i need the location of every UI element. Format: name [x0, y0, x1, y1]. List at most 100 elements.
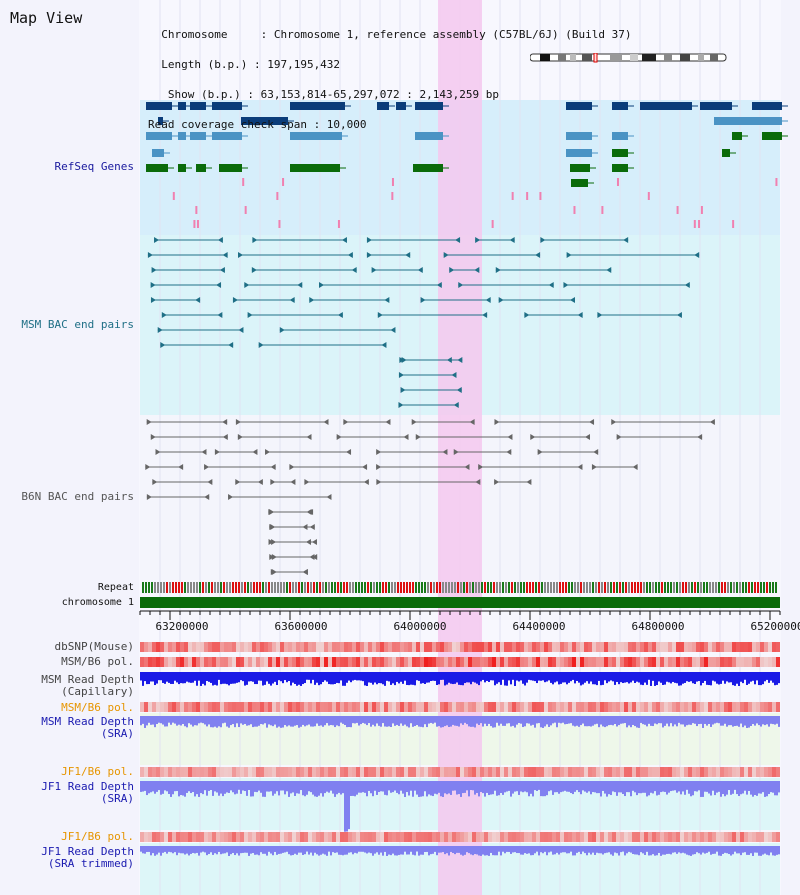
gene-minor-mark: [647, 192, 650, 200]
msm-pol-strip-2: [160, 702, 164, 712]
b6n-bac-end: [537, 449, 543, 455]
jf1-depth-trim-bar: [146, 846, 148, 852]
msm-depth-capillary-bar: [332, 672, 334, 685]
jf1-pol-strip-2: [704, 832, 708, 842]
msm-bac-end: [247, 312, 253, 318]
jf1-depth-sra-bar: [384, 781, 386, 795]
repeat-element: [259, 582, 261, 593]
msm-depth-capillary-bar: [426, 672, 428, 683]
dbsnp-strip: [188, 642, 192, 652]
jf1-pol-strip: [600, 767, 604, 777]
msm-depth-capillary-bar: [696, 672, 698, 682]
jf1-depth-trim-bar: [246, 846, 248, 853]
msm-pol-strip: [760, 657, 764, 667]
dbsnp-strip: [736, 642, 740, 652]
jf1-pol-strip-2: [684, 832, 688, 842]
msm-depth-capillary-bar: [328, 672, 330, 685]
jf1-depth-trim-bar: [552, 846, 554, 855]
jf1-pol-strip: [480, 767, 484, 777]
repeat-element: [184, 582, 186, 593]
msm-depth-sra-bar: [684, 716, 686, 727]
msm-depth-capillary-bar: [694, 672, 696, 684]
jf1-pol-strip-2: [268, 832, 272, 842]
jf1-depth-trim-bar: [354, 846, 356, 853]
msm-depth-capillary-bar: [586, 672, 588, 682]
msm-depth-sra-bar: [762, 716, 764, 725]
jf1-depth-trim-bar: [176, 846, 178, 856]
jf1-depth-sra-bar: [264, 781, 266, 797]
msm-pol-strip-2: [148, 702, 152, 712]
jf1-pol-strip: [704, 767, 708, 777]
repeat-element: [538, 582, 540, 593]
repeat-element: [226, 582, 228, 593]
msm-bac-end: [453, 402, 459, 408]
jf1-depth-trim-bar: [272, 846, 274, 856]
msm-bac-end: [351, 267, 357, 273]
jf1-depth-sra-bar: [752, 781, 754, 797]
dbsnp-strip: [412, 642, 416, 652]
msm-pol-strip: [688, 657, 692, 667]
dbsnp-strip: [732, 642, 736, 652]
msm-pol-strip: [372, 657, 376, 667]
jf1-depth-sra-bar: [326, 781, 328, 792]
msm-pol-strip-2: [260, 702, 264, 712]
msm-depth-capillary-bar: [530, 672, 532, 681]
jf1-depth-trim-bar: [266, 846, 268, 856]
jf1-depth-sra-bar: [582, 781, 584, 791]
b6n-bac-end: [306, 509, 312, 515]
label-b6n-bac-end-pairs[interactable]: B6N BAC end pairs: [21, 490, 134, 503]
b6n-bac-end: [526, 479, 532, 485]
msm-depth-capillary-bar: [498, 672, 500, 683]
b6n-bac-end: [530, 434, 536, 440]
jf1-depth-sra-bar: [522, 781, 524, 793]
jf1-pol-strip-2: [676, 832, 680, 842]
label-msm-bac-end-pairs[interactable]: MSM BAC end pairs: [21, 318, 134, 331]
jf1-depth-sra-bar: [708, 781, 710, 794]
label-refseq-genes[interactable]: RefSeq Genes: [54, 160, 134, 173]
jf1-depth-sra-bar: [298, 781, 300, 794]
msm-pol-strip-2: [276, 702, 280, 712]
msm-depth-sra-bar: [590, 716, 592, 727]
msm-bac-end: [509, 237, 515, 243]
msm-bac-end: [524, 312, 530, 318]
msm-pol-strip: [488, 657, 492, 667]
msm-depth-capillary-bar: [456, 672, 458, 683]
jf1-depth-trim-bar: [600, 846, 602, 854]
jf1-pol-strip: [252, 767, 256, 777]
jf1-pol-strip-2: [308, 832, 312, 842]
msm-depth-capillary-bar: [228, 672, 230, 686]
msm-bac-end: [151, 267, 157, 273]
gene-minor-mark: [337, 220, 340, 228]
gene-minor-mark: [172, 192, 175, 200]
jf1-pol-strip: [260, 767, 264, 777]
msm-pol-strip: [344, 657, 348, 667]
msm-depth-sra-bar: [384, 716, 386, 727]
msm-pol-strip: [592, 657, 596, 667]
msm-depth-sra-bar: [406, 716, 408, 727]
repeat-element: [310, 582, 312, 593]
msm-pol-strip-2: [340, 702, 344, 712]
msm-pol-strip: [704, 657, 708, 667]
jf1-depth-trim-bar: [224, 846, 226, 854]
msm-depth-sra-bar: [534, 716, 536, 728]
msm-depth-capillary-bar: [654, 672, 656, 686]
jf1-depth-sra-bar: [632, 781, 634, 791]
jf1-pol-strip-2: [312, 832, 316, 842]
dbsnp-strip: [356, 642, 360, 652]
jf1-depth-trim-bar: [338, 846, 340, 855]
chromosome-ideogram[interactable]: [530, 53, 730, 63]
msm-depth-capillary-bar: [310, 672, 312, 684]
repeat-element: [709, 582, 711, 593]
jf1-depth-trim-bar: [684, 846, 686, 854]
msm-pol-strip-2: [508, 702, 512, 712]
jf1-depth-sra-bar: [440, 781, 442, 797]
msm-pol-strip-2: [636, 702, 640, 712]
repeat-element: [175, 582, 177, 593]
jf1-depth-trim-bar: [494, 846, 496, 856]
jf1-depth-trim-bar: [380, 846, 382, 853]
repeat-element: [583, 582, 585, 593]
repeat-element: [697, 582, 699, 593]
repeat-element: [568, 582, 570, 593]
msm-pol-strip-2: [616, 702, 620, 712]
